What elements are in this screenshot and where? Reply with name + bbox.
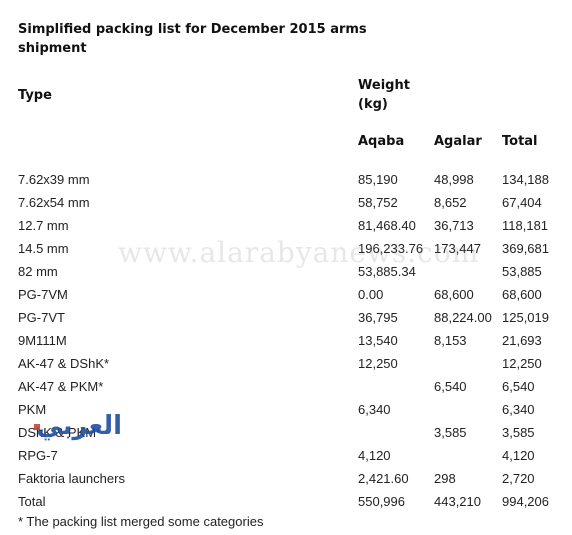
- cell-aqaba: 6,340: [358, 402, 391, 417]
- table-title: Simplified packing list for December 201…: [18, 22, 367, 56]
- cell-total: 12,250: [502, 356, 542, 371]
- cell-aqaba: 85,190: [358, 172, 398, 187]
- cell-agalar: 68,600: [434, 287, 474, 302]
- table-row: AK-47 & DShK* 12,250 12,250: [0, 352, 572, 375]
- cell-type: 82 mm: [18, 264, 58, 279]
- column-header-weight: Weight (kg): [358, 78, 410, 112]
- cell-total: 68,600: [502, 287, 542, 302]
- cell-aqaba: 58,752: [358, 195, 398, 210]
- cell-type: 14.5 mm: [18, 241, 69, 256]
- cell-agalar: 3,585: [434, 425, 467, 440]
- cell-total: 369,681: [502, 241, 549, 256]
- cell-agalar: 48,998: [434, 172, 474, 187]
- cell-total: 118,181: [502, 218, 549, 233]
- cell-total: 53,885: [502, 264, 542, 279]
- cell-total: 3,585: [502, 425, 535, 440]
- cell-agalar: 443,210: [434, 494, 481, 509]
- cell-total: 6,340: [502, 402, 535, 417]
- column-header-aqaba: Aqaba: [358, 134, 405, 149]
- cell-agalar: 8,153: [434, 333, 467, 348]
- cell-aqaba: 4,120: [358, 448, 391, 463]
- cell-type: DShK & PKM*: [18, 425, 102, 440]
- cell-agalar: 6,540: [434, 379, 467, 394]
- column-header-total: Total: [502, 134, 538, 149]
- packing-list-table: 7.62x39 mm 85,190 48,998 134,188 7.62x54…: [0, 168, 572, 513]
- cell-aqaba: 196,233.76: [358, 241, 424, 256]
- cell-total: 994,206: [502, 494, 549, 509]
- table-row: PG-7VM 0.00 68,600 68,600: [0, 283, 572, 306]
- cell-total: 134,188: [502, 172, 549, 187]
- table-row: 7.62x39 mm 85,190 48,998 134,188: [0, 168, 572, 191]
- cell-type: PG-7VM: [18, 287, 68, 302]
- cell-type: AK-47 & PKM*: [18, 379, 104, 394]
- cell-aqaba: 0.00: [358, 287, 384, 302]
- cell-type: RPG-7: [18, 448, 58, 463]
- table-row: 7.62x54 mm 58,752 8,652 67,404: [0, 191, 572, 214]
- cell-type: Faktoria launchers: [18, 471, 125, 486]
- cell-total: 67,404: [502, 195, 542, 210]
- table-row-total: Total 550,996 443,210 994,206: [0, 490, 572, 513]
- cell-type: PG-7VT: [18, 310, 65, 325]
- table-row: AK-47 & PKM* 6,540 6,540: [0, 375, 572, 398]
- cell-total: 4,120: [502, 448, 535, 463]
- cell-agalar: 8,652: [434, 195, 467, 210]
- cell-type: 12.7 mm: [18, 218, 69, 233]
- table-row: 14.5 mm 196,233.76 173,447 369,681: [0, 237, 572, 260]
- cell-total: 2,720: [502, 471, 535, 486]
- table-row: 12.7 mm 81,468.40 36,713 118,181: [0, 214, 572, 237]
- footnote: * The packing list merged some categorie…: [18, 514, 264, 529]
- cell-agalar: 298: [434, 471, 456, 486]
- column-header-agalar: Agalar: [434, 134, 482, 149]
- cell-agalar: 173,447: [434, 241, 481, 256]
- cell-type: 7.62x39 mm: [18, 172, 90, 187]
- table-row: PKM 6,340 6,340: [0, 398, 572, 421]
- cell-type: Total: [18, 494, 46, 509]
- cell-aqaba: 2,421.60: [358, 471, 409, 486]
- table-row: DShK & PKM* 3,585 3,585: [0, 421, 572, 444]
- cell-aqaba: 13,540: [358, 333, 398, 348]
- cell-type: AK-47 & DShK*: [18, 356, 110, 371]
- cell-aqaba: 53,885.34: [358, 264, 416, 279]
- table-row: 82 mm 53,885.34 53,885: [0, 260, 572, 283]
- cell-agalar: 88,224.00: [434, 310, 492, 325]
- cell-total: 21,693: [502, 333, 542, 348]
- cell-agalar: 36,713: [434, 218, 474, 233]
- table-row: RPG-7 4,120 4,120: [0, 444, 572, 467]
- cell-aqaba: 550,996: [358, 494, 405, 509]
- column-header-type: Type: [18, 88, 52, 103]
- cell-aqaba: 36,795: [358, 310, 398, 325]
- table-row: Faktoria launchers 2,421.60 298 2,720: [0, 467, 572, 490]
- cell-type: 9M111M: [18, 333, 67, 348]
- cell-total: 125,019: [502, 310, 549, 325]
- cell-type: PKM: [18, 402, 47, 417]
- cell-aqaba: 81,468.40: [358, 218, 416, 233]
- table-row: PG-7VT 36,795 88,224.00 125,019: [0, 306, 572, 329]
- cell-aqaba: 12,250: [358, 356, 398, 371]
- cell-type: 7.62x54 mm: [18, 195, 90, 210]
- table-row: 9M111M 13,540 8,153 21,693: [0, 329, 572, 352]
- cell-total: 6,540: [502, 379, 535, 394]
